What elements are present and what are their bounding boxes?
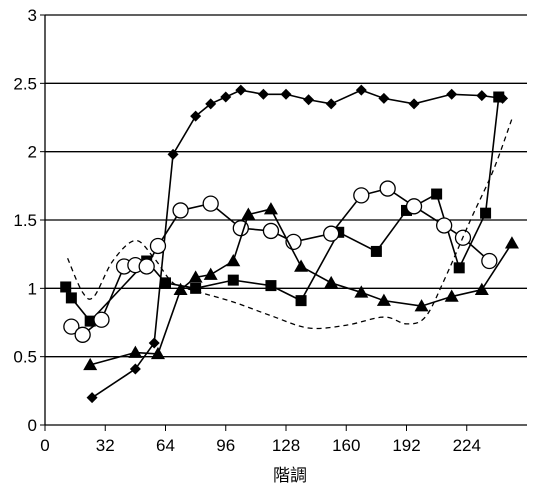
series-1-point-8 bbox=[296, 295, 307, 306]
x-axis-title: 階調 bbox=[273, 466, 307, 486]
series-0-point-9 bbox=[281, 89, 292, 100]
series-0-point-13 bbox=[378, 93, 389, 104]
series-1-square bbox=[60, 92, 504, 327]
series-2-point-14 bbox=[380, 181, 395, 196]
y-tick-label-3: 1.5 bbox=[13, 211, 37, 230]
series-2-point-1 bbox=[75, 327, 90, 342]
series-1-point-1 bbox=[66, 292, 77, 303]
series-3-point-5 bbox=[204, 268, 218, 280]
series-2-point-12 bbox=[324, 226, 339, 241]
series-2-circle bbox=[64, 181, 497, 342]
y-tick-label-0: 0 bbox=[28, 416, 37, 435]
series-2-point-18 bbox=[482, 254, 497, 269]
series-1-point-7 bbox=[265, 280, 276, 291]
series-0-point-0 bbox=[87, 392, 98, 403]
series-3-point-1 bbox=[128, 346, 142, 358]
series-0-point-12 bbox=[356, 85, 367, 96]
x-tick-label-4: 128 bbox=[272, 436, 300, 455]
series-2-point-10 bbox=[263, 223, 278, 238]
series-1-point-10 bbox=[371, 246, 382, 257]
series-2-point-15 bbox=[407, 199, 422, 214]
y-tick-label-1: 0.5 bbox=[13, 348, 37, 367]
series-3-point-12 bbox=[377, 294, 391, 306]
series-0-point-7 bbox=[235, 85, 246, 96]
series-2-point-2 bbox=[94, 312, 109, 327]
series-0-point-10 bbox=[303, 94, 314, 105]
y-tick-label-4: 2 bbox=[28, 143, 37, 162]
series-0-point-2 bbox=[149, 338, 160, 349]
series-2-point-13 bbox=[354, 188, 369, 203]
x-tick-label-0: 0 bbox=[40, 436, 49, 455]
series-1-line bbox=[66, 97, 499, 321]
y-tick-label-2: 1 bbox=[28, 279, 37, 298]
series-3-triangle bbox=[83, 202, 519, 370]
data-series bbox=[60, 85, 519, 404]
series-3-point-9 bbox=[294, 259, 308, 271]
series-1-point-13 bbox=[454, 262, 465, 273]
y-tick-label-5: 2.5 bbox=[13, 74, 37, 93]
series-3-point-6 bbox=[226, 254, 240, 266]
series-1-point-12 bbox=[431, 189, 442, 200]
series-1-point-15 bbox=[493, 92, 504, 103]
x-tick-label-7: 224 bbox=[453, 436, 481, 455]
series-2-point-7 bbox=[173, 203, 188, 218]
series-0-point-1 bbox=[130, 363, 141, 374]
series-0-point-16 bbox=[476, 90, 487, 101]
series-3-point-8 bbox=[264, 202, 278, 214]
series-2-point-6 bbox=[150, 238, 165, 253]
gridlines bbox=[45, 15, 527, 357]
series-1-point-0 bbox=[60, 281, 71, 292]
series-0-point-6 bbox=[220, 92, 231, 103]
series-3-point-16 bbox=[505, 236, 519, 248]
x-tick-label-3: 96 bbox=[216, 436, 235, 455]
y-tick-label-6: 3 bbox=[28, 6, 37, 25]
series-2-point-8 bbox=[203, 196, 218, 211]
series-1-point-6 bbox=[228, 275, 239, 286]
series-2-point-16 bbox=[437, 218, 452, 233]
series-1-point-4 bbox=[160, 277, 171, 288]
x-tick-label-1: 32 bbox=[96, 436, 115, 455]
series-3-point-10 bbox=[324, 276, 338, 288]
series-0-point-3 bbox=[168, 149, 179, 160]
x-tick-label-2: 64 bbox=[156, 436, 175, 455]
x-tick-label-5: 160 bbox=[332, 436, 360, 455]
series-1-point-14 bbox=[480, 208, 491, 219]
series-0-point-15 bbox=[446, 89, 457, 100]
x-tick-label-6: 192 bbox=[392, 436, 420, 455]
series-0-point-8 bbox=[258, 89, 269, 100]
series-2-point-5 bbox=[139, 259, 154, 274]
series-0-point-11 bbox=[326, 98, 337, 109]
series-0-point-14 bbox=[409, 98, 420, 109]
